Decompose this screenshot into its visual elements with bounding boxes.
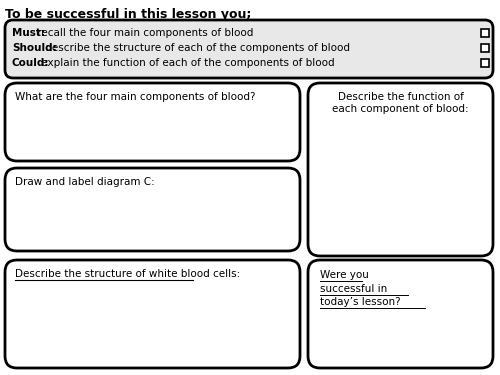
FancyBboxPatch shape bbox=[308, 83, 493, 256]
FancyBboxPatch shape bbox=[5, 260, 300, 368]
Text: Were you: Were you bbox=[320, 270, 369, 280]
Text: What are the four main components of blood?: What are the four main components of blo… bbox=[15, 92, 256, 102]
Text: Draw and label diagram C:: Draw and label diagram C: bbox=[15, 177, 155, 187]
Bar bbox=[481, 44, 489, 52]
Bar bbox=[481, 29, 489, 37]
FancyBboxPatch shape bbox=[308, 260, 493, 368]
FancyBboxPatch shape bbox=[5, 83, 300, 161]
Text: describe the structure of each of the components of blood: describe the structure of each of the co… bbox=[42, 43, 350, 53]
Text: recall the four main components of blood: recall the four main components of blood bbox=[34, 28, 253, 38]
Text: successful in: successful in bbox=[320, 284, 387, 294]
Text: explain the function of each of the components of blood: explain the function of each of the comp… bbox=[38, 58, 335, 68]
Text: Describe the structure of white blood cells:: Describe the structure of white blood ce… bbox=[15, 269, 240, 279]
FancyBboxPatch shape bbox=[5, 20, 493, 78]
Text: Could:: Could: bbox=[12, 58, 50, 68]
Text: Must:: Must: bbox=[12, 28, 45, 38]
FancyBboxPatch shape bbox=[5, 168, 300, 251]
Text: today’s lesson?: today’s lesson? bbox=[320, 297, 400, 307]
Text: Describe the function of
each component of blood:: Describe the function of each component … bbox=[332, 92, 469, 114]
Text: To be successful in this lesson you;: To be successful in this lesson you; bbox=[5, 8, 252, 21]
Text: Should:: Should: bbox=[12, 43, 57, 53]
Bar bbox=[481, 59, 489, 67]
